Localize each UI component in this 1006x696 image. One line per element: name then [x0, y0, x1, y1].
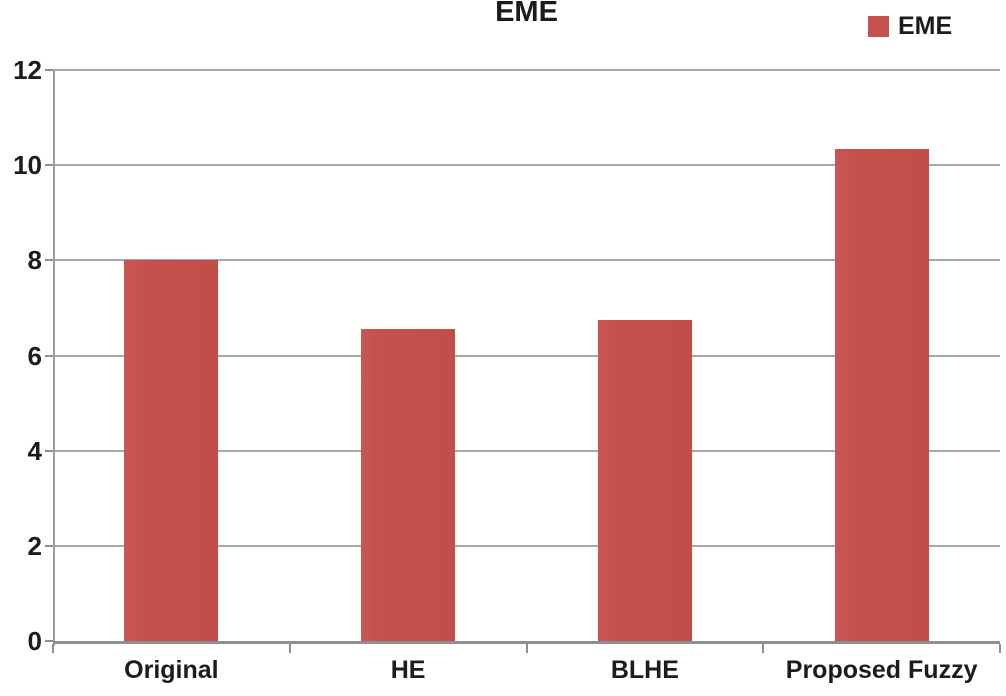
y-axis-line: [53, 70, 55, 646]
gridline-y4: [53, 449, 1000, 452]
y-axis-tick: [45, 164, 53, 167]
gridline-y10: [53, 164, 1000, 167]
x-axis-tick: [52, 644, 54, 653]
gridline-y2: [53, 544, 1000, 547]
y-axis-tick: [45, 259, 53, 262]
y-axis-tick-label: 2: [27, 530, 42, 561]
x-axis-tick: [288, 644, 291, 653]
x-axis-category-label: Proposed Fuzzy: [785, 656, 978, 684]
gridline-y12: [53, 69, 1000, 71]
x-axis-category-label: BLHE: [610, 656, 679, 684]
gridline-y6: [53, 354, 1000, 357]
x-axis-tick: [999, 644, 1001, 653]
legend-swatch-icon: [868, 16, 889, 37]
legend-label: EME: [898, 12, 953, 40]
x-axis-tick: [762, 644, 765, 653]
bar-original: [124, 260, 219, 641]
bar-he: [361, 329, 456, 641]
y-axis-tick: [45, 69, 53, 71]
x-axis-line: [53, 641, 1000, 644]
y-axis-tick: [45, 449, 53, 452]
gridline-y8: [53, 259, 1000, 262]
y-axis-tick: [45, 544, 53, 547]
chart-title: EME: [495, 0, 558, 28]
x-axis-category-label: HE: [390, 656, 426, 684]
x-axis-category-label: Original: [124, 656, 219, 684]
y-axis-tick: [45, 354, 53, 357]
x-axis-tick: [525, 644, 528, 653]
bar-blhe: [597, 319, 692, 641]
y-axis-tick-label: 8: [27, 245, 42, 276]
y-axis-tick-label: 6: [27, 340, 42, 371]
legend: EME: [868, 12, 952, 41]
y-axis-tick-label: 10: [13, 150, 42, 181]
y-axis-tick-label: 0: [27, 626, 42, 656]
y-axis-tick: [45, 640, 53, 642]
bar-proposed-fuzzy: [834, 148, 929, 641]
y-axis-tick-label: 4: [27, 435, 42, 466]
y-axis-tick-label: 12: [13, 55, 42, 85]
